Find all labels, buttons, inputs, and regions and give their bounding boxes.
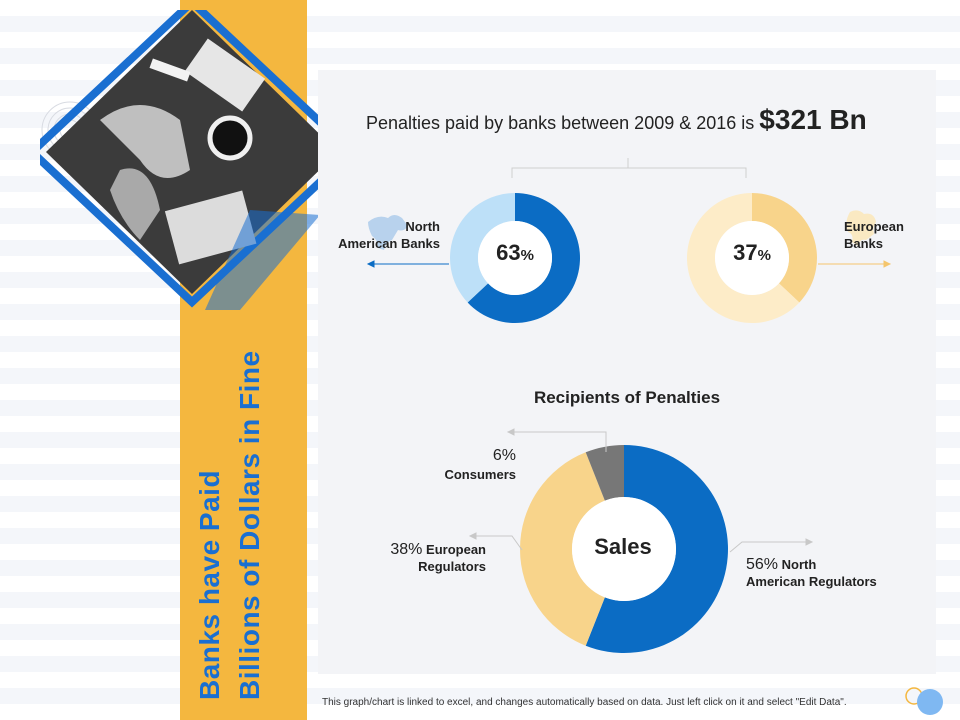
- european-banks-donut: [686, 193, 817, 323]
- donut2-center-value: 37: [733, 240, 758, 265]
- north-american-regulators-pct: 56%: [746, 556, 779, 573]
- consumers-pct: 6%: [492, 447, 516, 464]
- european-regulators-line1: European: [426, 542, 486, 557]
- recipients-chart-title: Recipients of Penalties: [534, 388, 720, 407]
- headline-amount: $321 Bn: [759, 104, 867, 135]
- donut1-center-unit: %: [520, 247, 534, 264]
- headline-text: Penalties paid by banks between 2009 & 2…: [366, 113, 755, 133]
- donut-hole: [478, 221, 552, 295]
- donut2-center-label: 37%: [717, 240, 787, 266]
- hero-photo: [26, 0, 358, 310]
- europe-map-icon: [846, 210, 876, 246]
- donut1-center-value: 63: [496, 240, 521, 265]
- north-america-map-icon: [368, 215, 408, 250]
- north-american-banks-label-line1: North: [405, 219, 440, 234]
- north-american-regulators-label: 56% North American Regulators: [746, 556, 906, 590]
- donut3-center-label: Sales: [594, 534, 652, 559]
- callout-arrows: [468, 428, 814, 553]
- donut-slice-european-regulators: [520, 452, 605, 646]
- north-american-banks-label-line2: American Banks: [338, 236, 440, 251]
- north-american-regulators-line1: North: [781, 557, 817, 572]
- consumers-label: 6% Consumers: [420, 446, 516, 483]
- north-american-regulators-line2: American Regulators: [746, 574, 877, 589]
- donut2-center-unit: %: [757, 247, 771, 264]
- north-american-banks-donut: [449, 193, 580, 323]
- recipients-donut: [520, 445, 729, 654]
- donut-slice-european-banks: [752, 193, 817, 303]
- donut-slice-north-american-banks: [467, 193, 580, 323]
- donut-hole: [715, 221, 789, 295]
- north-american-banks-label: North American Banks: [330, 218, 440, 252]
- european-regulators-pct: 38%: [390, 541, 423, 558]
- consumers-name: Consumers: [444, 467, 516, 482]
- donut-slice-consumers: [585, 445, 624, 501]
- european-banks-label: European Banks: [844, 218, 924, 252]
- photo-frame: [26, 0, 358, 310]
- footer-note: This graph/chart is linked to excel, and…: [322, 697, 847, 708]
- bubbles-decoration-icon: [905, 687, 943, 715]
- arrow-right-icon: [818, 260, 892, 268]
- donut-slice-other: [686, 193, 800, 323]
- donut1-center-label: 63%: [480, 240, 550, 266]
- arrow-left-icon: [366, 260, 449, 268]
- european-regulators-label: 38% European Regulators: [352, 541, 486, 575]
- european-banks-label-line2: Banks: [844, 236, 884, 251]
- european-regulators-line2: Regulators: [418, 559, 486, 574]
- headline: Penalties paid by banks between 2009 & 2…: [366, 104, 926, 136]
- donut-hole: [572, 497, 676, 601]
- donut-slice-north-american-regulators: [585, 445, 729, 654]
- bracket-connector: [511, 158, 747, 178]
- donut-slice-other: [449, 193, 515, 303]
- european-banks-label-line1: European: [844, 219, 904, 234]
